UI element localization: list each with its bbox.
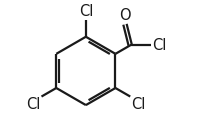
Text: O: O (119, 8, 131, 23)
Text: Cl: Cl (131, 97, 145, 112)
Text: Cl: Cl (79, 4, 93, 19)
Text: Cl: Cl (152, 38, 166, 53)
Text: Cl: Cl (26, 97, 40, 112)
